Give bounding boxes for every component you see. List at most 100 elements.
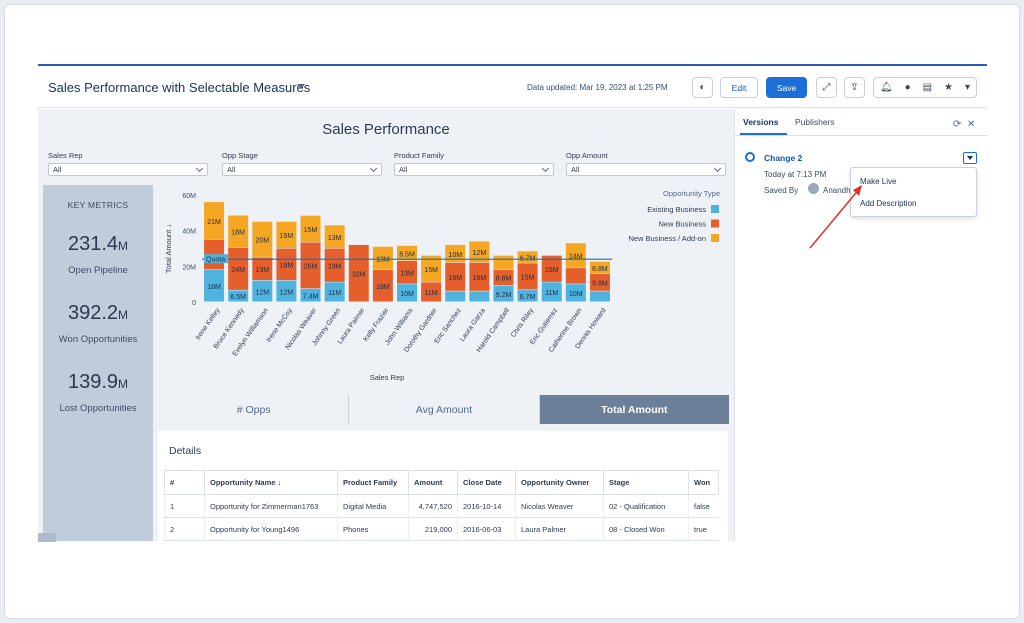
bar-data-label: 16M (448, 275, 462, 282)
legend-title: Opportunity Type (663, 189, 720, 198)
version-title[interactable]: Change 2 (764, 153, 803, 163)
fullscreen-button[interactable]: ⤢ (816, 77, 837, 98)
tab-publishers[interactable]: Publishers (795, 117, 835, 127)
metric-number: 139.9 (67, 371, 119, 393)
legend-item-label: Existing Business (647, 205, 706, 214)
action-button-group: 🔔︎ ● ▤ ★ ▾ (873, 77, 977, 98)
chevron-down-icon[interactable]: ▾ (964, 81, 970, 93)
avatar (808, 183, 819, 194)
table-cell: true (688, 517, 719, 541)
refresh-button[interactable]: ◐ (692, 77, 713, 98)
legend-swatch (711, 219, 719, 228)
share-button[interactable]: ⇪ (844, 77, 865, 98)
filter-value: All (227, 165, 236, 174)
version-radio[interactable] (745, 152, 755, 162)
bar-segment (469, 291, 490, 302)
bar-segment (228, 215, 249, 248)
filter-select[interactable]: All (394, 163, 554, 176)
stacked-bar-chart[interactable]: 0 20M 40M 60M Total Amount ↓ 18M 21M Irene Kell… (156, 187, 731, 387)
column-header[interactable]: # (164, 470, 205, 495)
filter-sales-rep: Sales Rep All (48, 151, 208, 176)
column-header[interactable]: Opportunity Owner (515, 470, 604, 495)
metric-unit: M (118, 377, 129, 391)
filter-label: Product Family (394, 151, 445, 160)
title-dropdown-caret-icon[interactable] (297, 84, 305, 89)
table-row[interactable]: 1 Opportunity for Zimmerman1763 Digital … (164, 494, 719, 518)
bar-segment (517, 290, 538, 302)
column-header[interactable]: Opportunity Name ↓ (204, 470, 338, 495)
bar-data-label: 8.5M (399, 251, 415, 258)
tab-versions[interactable]: Versions (743, 117, 779, 127)
table-cell: 219,000 (408, 517, 458, 541)
bar-data-label: 18M (231, 230, 245, 237)
edit-button[interactable]: Edit (720, 77, 758, 98)
menu-item-make-live[interactable]: Make Live (860, 177, 897, 186)
bar-segment (445, 244, 466, 263)
column-header[interactable]: Stage (603, 470, 689, 495)
tab-total-amount[interactable]: Total Amount (539, 395, 729, 424)
bar-segment (589, 291, 610, 302)
table-cell: 02 - Qualification (603, 494, 689, 518)
bar-data-label: 9.8M (592, 281, 608, 288)
metric-open-pipeline-value: 231.4M (43, 233, 153, 256)
comment-icon[interactable]: ● (904, 81, 911, 93)
bar-data-label: 6.5M (230, 294, 246, 301)
bar-segment (589, 261, 610, 274)
bar-segment (324, 248, 345, 282)
bar-segment (397, 245, 417, 261)
bar-segment (276, 248, 297, 281)
saved-by-label: Saved By (764, 186, 799, 195)
details-section: Details # Opportunity Name ↓ Product Fam… (158, 431, 728, 541)
table-cell: Opportunity for Young1496 (204, 517, 338, 541)
column-header[interactable]: Close Date (457, 470, 516, 495)
data-updated-label: Data updated: Mar 19, 2023 at 1:25 PM (527, 83, 668, 92)
filter-product-family: Product Family All (394, 151, 554, 176)
x-tick-label: Irene Kelley (195, 307, 222, 342)
filter-select[interactable]: All (566, 163, 726, 176)
bar-data-label: 12M (255, 289, 269, 296)
bar-data-label: 19M (328, 263, 342, 270)
metric-won-value: 392.2M (43, 302, 153, 325)
bar-data-label: 18M (207, 284, 221, 291)
column-header[interactable]: Product Family (337, 470, 409, 495)
table-row[interactable]: 2 Opportunity for Young1496 Phones 219,0… (164, 517, 719, 541)
bar-segment (397, 260, 417, 284)
version-timestamp: Today at 7:13 PM (764, 170, 827, 179)
menu-item-add-description[interactable]: Add Description (860, 199, 917, 208)
tab-avg-amount[interactable]: Avg Amount (349, 395, 540, 424)
bar-data-label: 8.8M (496, 276, 512, 283)
star-icon[interactable]: ★ (944, 81, 953, 93)
bell-icon[interactable]: 🔔︎ (879, 81, 893, 93)
dashboard-title: Sales Performance with Selectable Measur… (48, 80, 311, 95)
metric-lost-value: 139.9M (43, 371, 153, 394)
bar-data-label: 15M (424, 267, 438, 274)
refresh-icon[interactable]: ⟳ (953, 119, 962, 130)
panel-divider (735, 135, 988, 136)
bar-segment (469, 262, 490, 291)
table-cell: Laura Palmer (515, 517, 604, 541)
filter-select[interactable]: All (48, 163, 208, 176)
bar-data-label: 21M (207, 219, 221, 226)
column-header[interactable]: Won (688, 470, 719, 495)
bar-segment (372, 269, 393, 302)
bar-segment (589, 273, 610, 291)
bar-data-label: 7.4M (303, 293, 319, 300)
close-icon[interactable]: ✕ (967, 119, 976, 130)
filter-value: All (571, 165, 580, 174)
bar-data-label: 6.8M (592, 266, 608, 273)
save-button[interactable]: Save (766, 77, 807, 98)
quota-label-bg (204, 254, 229, 264)
bar-segment (445, 291, 466, 302)
version-menu-button[interactable] (963, 152, 977, 164)
bar-data-label: 13M (376, 256, 390, 263)
details-table: # Opportunity Name ↓ Product Family Amou… (164, 470, 719, 541)
filter-select[interactable]: All (222, 163, 382, 176)
tab-opps[interactable]: # Opps (159, 395, 350, 424)
column-header[interactable]: Amount (408, 470, 458, 495)
canvas-scroll-handle[interactable] (38, 533, 56, 542)
chevron-down-icon (195, 164, 204, 173)
header-accent-line (38, 64, 987, 66)
printer-icon[interactable]: ▤ (922, 81, 933, 93)
chevron-down-icon (713, 164, 722, 173)
bar-segment (565, 243, 586, 268)
